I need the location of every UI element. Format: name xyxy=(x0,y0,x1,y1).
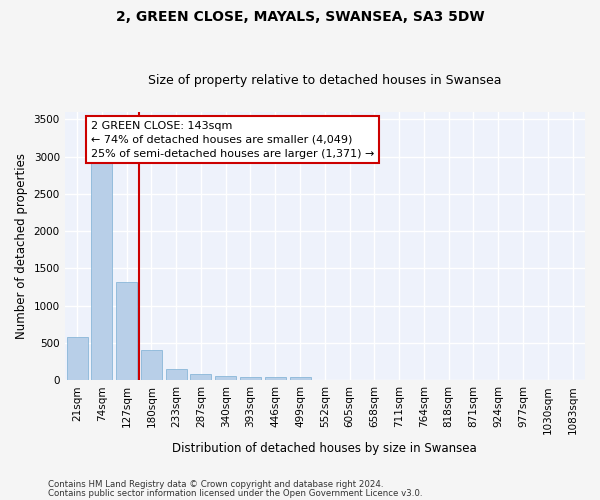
Bar xyxy=(265,377,286,380)
Text: Contains HM Land Registry data © Crown copyright and database right 2024.: Contains HM Land Registry data © Crown c… xyxy=(48,480,383,489)
Title: Size of property relative to detached houses in Swansea: Size of property relative to detached ho… xyxy=(148,74,502,87)
Bar xyxy=(166,369,187,380)
Bar xyxy=(190,374,211,380)
Bar xyxy=(290,377,311,380)
X-axis label: Distribution of detached houses by size in Swansea: Distribution of detached houses by size … xyxy=(172,442,477,455)
Y-axis label: Number of detached properties: Number of detached properties xyxy=(15,153,28,339)
Bar xyxy=(91,162,112,380)
Bar xyxy=(240,377,261,380)
Text: 2, GREEN CLOSE, MAYALS, SWANSEA, SA3 5DW: 2, GREEN CLOSE, MAYALS, SWANSEA, SA3 5DW xyxy=(116,10,484,24)
Bar xyxy=(141,350,162,380)
Bar xyxy=(67,337,88,380)
Bar xyxy=(116,282,137,380)
Text: 2 GREEN CLOSE: 143sqm
← 74% of detached houses are smaller (4,049)
25% of semi-d: 2 GREEN CLOSE: 143sqm ← 74% of detached … xyxy=(91,120,374,158)
Bar xyxy=(215,376,236,380)
Text: Contains public sector information licensed under the Open Government Licence v3: Contains public sector information licen… xyxy=(48,488,422,498)
